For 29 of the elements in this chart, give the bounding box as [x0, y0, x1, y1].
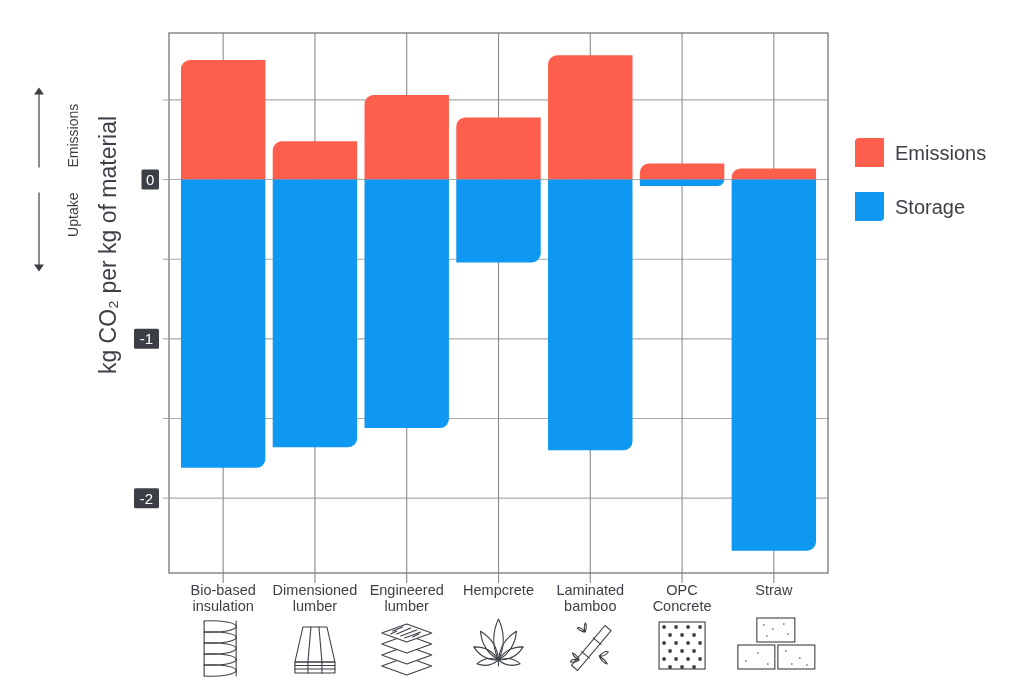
bar — [639, 179, 725, 186]
bar — [364, 95, 449, 180]
x-tick-label: Engineered lumber — [369, 582, 444, 614]
bar — [639, 163, 725, 180]
bar — [272, 179, 358, 448]
bar — [180, 60, 266, 180]
x-tick-label: Dimensioned lumber — [272, 582, 358, 614]
bar — [731, 168, 817, 180]
text: Uptake — [65, 192, 81, 237]
bar — [548, 55, 633, 180]
x-tick-label: OPC Concrete — [652, 582, 712, 614]
y-axis-title: kg CO₂ per kg of material — [95, 115, 121, 375]
bar — [548, 179, 633, 451]
bar — [364, 179, 449, 429]
legend-label: Storage — [895, 196, 966, 218]
x-tick-label: Hempcrete — [463, 582, 534, 598]
bar — [731, 179, 817, 551]
bar — [180, 179, 266, 468]
x-tick-label: Straw — [755, 582, 793, 598]
y-tick-label: -1 — [139, 330, 154, 348]
bar — [272, 141, 358, 180]
bar — [456, 179, 541, 263]
x-tick-label: Laminated bamboo — [556, 582, 625, 614]
text: Emissions — [65, 103, 81, 168]
legend-label: Emissions — [895, 142, 987, 164]
y-tick-label: -2 — [139, 489, 154, 507]
y-tick-label: 0 — [146, 171, 155, 189]
x-tick-label: Bio-based insulation — [190, 582, 256, 614]
bar — [456, 117, 541, 180]
